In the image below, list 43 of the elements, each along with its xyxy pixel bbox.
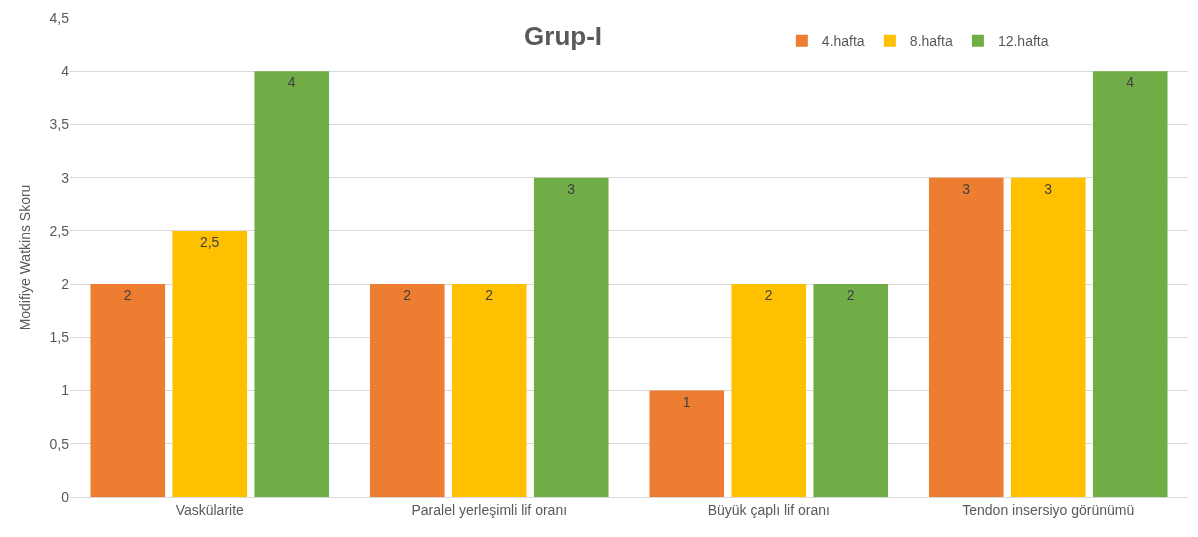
y-axis-title: Modifiye Watkins Skoru [17, 184, 34, 331]
bar [254, 71, 330, 497]
data-label: 2 [123, 287, 132, 304]
y-tick-label: 2 [61, 276, 70, 293]
y-tick-label: 4 [61, 63, 70, 80]
x-tick-label: Tendon insersiyo görünümü [962, 501, 1135, 518]
data-label: 1 [682, 393, 691, 410]
data-label: 4 [1126, 74, 1135, 91]
y-tick-label: 1,5 [49, 329, 70, 346]
x-tick-label: Paralel yerleşimli lif oranı [411, 501, 568, 518]
bar [1010, 177, 1086, 497]
legend-label: 4.hafta [821, 33, 865, 50]
data-label: 2 [403, 287, 412, 304]
data-label: 4 [287, 74, 296, 91]
bar [928, 177, 1004, 497]
y-tick-label: 2,5 [49, 222, 70, 239]
y-tick-label: 3,5 [49, 116, 70, 133]
bar [90, 284, 166, 497]
bar [369, 284, 445, 497]
x-tick-label: Vaskülarite [175, 501, 245, 518]
y-tick-label: 1 [61, 382, 70, 399]
bar [172, 230, 248, 497]
legend-label: 8.hafta [909, 33, 953, 50]
legend-label: 12.hafta [997, 33, 1049, 50]
bar [451, 284, 527, 497]
bar [649, 390, 725, 497]
data-label: 2 [764, 287, 773, 304]
bar [533, 177, 609, 497]
bar [813, 284, 889, 497]
data-label: 2,5 [199, 233, 220, 250]
y-tick-label: 4,5 [49, 9, 70, 26]
data-label: 3 [1044, 180, 1053, 197]
y-tick-label: 3 [61, 169, 70, 186]
data-label: 2 [485, 287, 494, 304]
bar [1092, 71, 1168, 497]
y-tick-label: 0 [61, 488, 70, 505]
data-label: 2 [846, 287, 855, 304]
data-label: 3 [567, 180, 576, 197]
x-tick-label: Büyük çaplı lif oranı [707, 501, 830, 518]
bar [731, 284, 807, 497]
data-label: 3 [962, 180, 971, 197]
y-tick-label: 0,5 [49, 435, 70, 452]
chart-title: Grup-I [524, 21, 603, 52]
